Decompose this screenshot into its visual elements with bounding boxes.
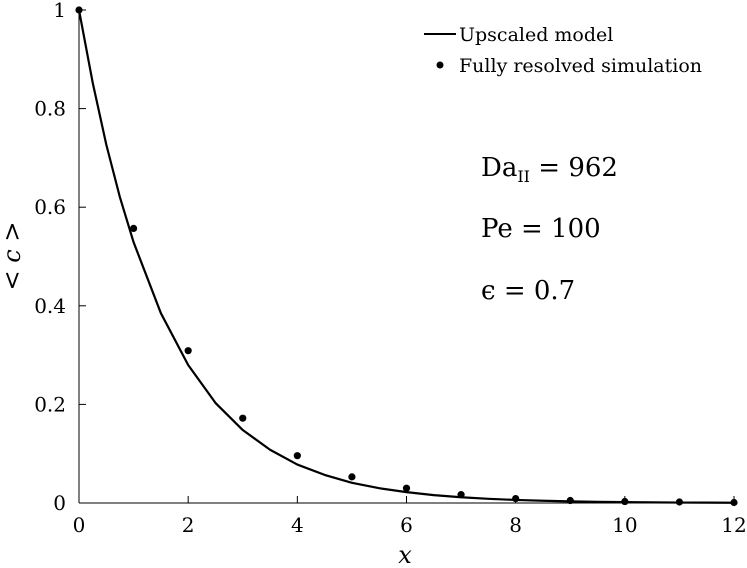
y-axis-title: < c > — [0, 222, 26, 291]
annotation-pe: Pe = 100 — [481, 214, 601, 244]
legend-label-upscaled-model: Upscaled model — [459, 24, 613, 46]
y-tick-label: 0.8 — [34, 97, 66, 121]
legend-marker-swatch — [436, 61, 444, 69]
x-tick-label: 4 — [291, 513, 304, 537]
y-tick-label: 0 — [53, 491, 66, 515]
x-tick-label: 0 — [73, 513, 86, 537]
data-point-fully-resolved — [512, 494, 520, 503]
x-tick-label: 2 — [182, 513, 195, 537]
x-tick-label: 10 — [612, 513, 637, 537]
legend-label-fully-resolved: Fully resolved simulation — [459, 55, 702, 77]
legend: Upscaled model Fully resolved simulation — [424, 24, 702, 77]
y-tick-label: 0.4 — [34, 294, 66, 318]
x-axis: 0 2 4 6 8 10 12 — [73, 496, 747, 537]
plot-area — [78, 10, 734, 504]
data-point-fully-resolved — [129, 224, 138, 232]
x-axis-title: x — [398, 541, 412, 568]
y-tick-label: 0.6 — [34, 195, 66, 219]
data-point-fully-resolved — [75, 6, 83, 14]
x-tick-label: 6 — [400, 513, 413, 537]
annotation-epsilon: ϵ = 0.7 — [481, 276, 575, 306]
series-layer — [75, 6, 738, 507]
annotations: DaII = 962 Pe = 100 ϵ = 0.7 — [481, 153, 618, 306]
x-tick-label: 12 — [721, 513, 746, 537]
annotation-da: DaII = 962 — [481, 153, 618, 186]
data-point-fully-resolved — [293, 452, 301, 460]
data-point-fully-resolved — [348, 473, 356, 481]
data-point-fully-resolved — [457, 491, 465, 499]
data-point-fully-resolved — [621, 497, 629, 506]
y-tick-label: 0.2 — [34, 392, 66, 416]
data-point-fully-resolved — [402, 484, 411, 492]
data-point-fully-resolved — [239, 414, 247, 422]
series-line-upscaled-model — [77, 9, 735, 504]
x-tick-label: 8 — [509, 513, 522, 537]
y-axis: 0 0.2 0.4 0.6 0.8 1 — [34, 0, 86, 515]
data-point-fully-resolved — [184, 347, 192, 355]
data-point-fully-resolved — [566, 496, 574, 505]
data-point-fully-resolved — [730, 498, 738, 507]
y-tick-label: 1 — [53, 0, 66, 22]
data-point-fully-resolved — [675, 498, 684, 506]
